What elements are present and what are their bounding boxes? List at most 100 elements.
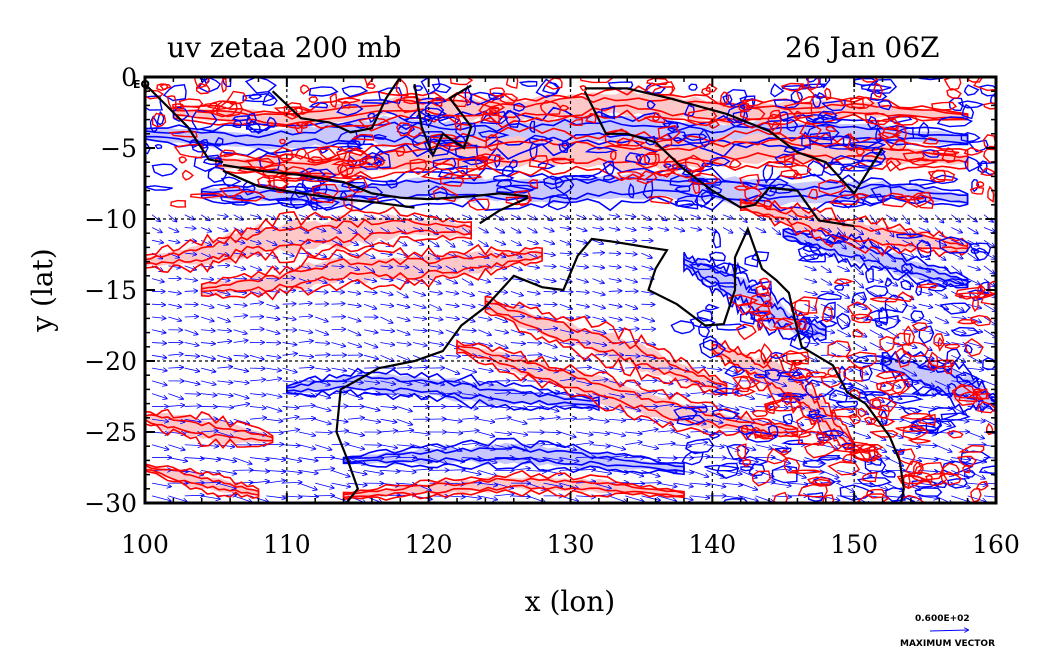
wind-vector bbox=[820, 265, 831, 272]
wind-vector bbox=[608, 329, 623, 330]
wind-vector bbox=[331, 482, 351, 487]
wind-vector bbox=[363, 252, 374, 258]
wind-vector bbox=[200, 227, 211, 232]
vector-legend-arrow bbox=[929, 630, 968, 631]
wind-vector bbox=[461, 443, 479, 445]
wind-vector bbox=[282, 239, 293, 244]
wind-vector bbox=[266, 317, 279, 319]
wind-vector bbox=[657, 482, 677, 486]
negative-contour-cell bbox=[232, 115, 251, 122]
negative-contour bbox=[145, 106, 969, 163]
wind-vector bbox=[347, 265, 359, 270]
wind-vector bbox=[739, 495, 757, 501]
wind-vector bbox=[380, 456, 399, 457]
wind-vector bbox=[983, 343, 996, 345]
wind-vector bbox=[592, 469, 611, 473]
wind-vector bbox=[934, 291, 947, 297]
wind-vector bbox=[347, 431, 364, 435]
negative-contour-cell bbox=[468, 91, 499, 106]
wind-vector bbox=[200, 380, 216, 385]
wind-vector bbox=[885, 214, 896, 221]
wind-vector bbox=[461, 304, 475, 307]
wind-vector bbox=[151, 380, 166, 385]
wind-vector bbox=[902, 252, 914, 257]
negative-contour-cell bbox=[547, 194, 571, 211]
wind-vector bbox=[576, 291, 589, 292]
wind-vector bbox=[722, 227, 732, 233]
positive-contour-cell bbox=[969, 186, 985, 195]
positive-contour-cell bbox=[478, 101, 506, 117]
positive-contour-cell bbox=[932, 149, 960, 156]
negative-contour-cell bbox=[870, 185, 892, 202]
wind-vector bbox=[510, 380, 526, 381]
wind-vector bbox=[298, 330, 312, 333]
wind-vector bbox=[151, 495, 170, 501]
negative-contour-cell bbox=[145, 185, 173, 191]
positive-contour-cell bbox=[273, 106, 313, 115]
wind-vector bbox=[559, 228, 571, 229]
negative-contour-cell bbox=[214, 137, 224, 147]
wind-vector bbox=[363, 342, 377, 348]
wind-vector bbox=[836, 303, 849, 312]
wind-vector bbox=[429, 444, 445, 449]
wind-vector bbox=[315, 316, 328, 322]
wind-vector bbox=[315, 291, 328, 292]
wind-vector bbox=[951, 227, 962, 233]
wind-vector bbox=[934, 329, 949, 335]
wind-vector bbox=[576, 240, 587, 243]
wind-vector bbox=[951, 317, 965, 319]
negative-contour-cell bbox=[487, 92, 505, 101]
wind-vector bbox=[641, 444, 657, 449]
wind-vector bbox=[217, 431, 233, 437]
wind-vector bbox=[543, 266, 556, 267]
positive-contour-cell bbox=[636, 170, 658, 185]
wind-vector bbox=[625, 341, 639, 343]
wind-vector bbox=[478, 367, 492, 371]
wind-vector bbox=[625, 228, 635, 231]
positive-contour-cell bbox=[151, 112, 167, 128]
wind-vector bbox=[836, 291, 849, 297]
wind-vector bbox=[902, 354, 916, 361]
negative-contour-cell bbox=[248, 93, 263, 100]
wind-vector bbox=[641, 343, 655, 345]
negative-contour-cell bbox=[861, 193, 886, 207]
positive-contour-cell bbox=[288, 106, 298, 118]
wind-vector bbox=[641, 316, 654, 321]
wind-vector bbox=[559, 444, 576, 450]
wind-vector bbox=[869, 329, 883, 337]
positive-contour-cell bbox=[854, 192, 870, 200]
wind-vector bbox=[657, 214, 667, 221]
wind-vector bbox=[233, 240, 245, 243]
negative-contour-cell bbox=[341, 181, 366, 189]
wind-vector bbox=[967, 368, 984, 370]
positive-contour bbox=[145, 408, 274, 450]
wind-vector bbox=[412, 380, 428, 385]
positive-contour-cell bbox=[885, 157, 902, 173]
wind-vector bbox=[478, 291, 490, 294]
wind-vector bbox=[869, 278, 883, 282]
wind-vector bbox=[592, 445, 609, 447]
positive-contour-cell bbox=[818, 179, 847, 196]
wind-vector bbox=[315, 355, 329, 356]
positive-contour-cell bbox=[616, 170, 646, 180]
wind-vector bbox=[200, 458, 220, 460]
positive-contour-cell bbox=[987, 185, 995, 203]
positive-contour-cell bbox=[864, 112, 893, 126]
positive-contour-cell bbox=[975, 181, 985, 188]
positive-contour-cell bbox=[807, 77, 820, 91]
positive-contour-cell bbox=[452, 92, 470, 108]
wind-vector bbox=[576, 227, 586, 231]
negative-contour-cell bbox=[663, 163, 672, 169]
wind-vector bbox=[347, 444, 364, 449]
wind-vector bbox=[217, 303, 229, 307]
wind-vector bbox=[363, 214, 374, 219]
equator-label: EQ bbox=[133, 78, 150, 91]
negative-contour-cell bbox=[432, 157, 457, 171]
wind-vector bbox=[722, 431, 739, 432]
wind-vector bbox=[722, 457, 742, 461]
negative-contour-cell bbox=[821, 99, 846, 112]
positive-contour-cell bbox=[499, 93, 519, 104]
wind-vector bbox=[315, 368, 330, 370]
wind-vector bbox=[755, 227, 766, 233]
wind-vector bbox=[951, 495, 969, 502]
